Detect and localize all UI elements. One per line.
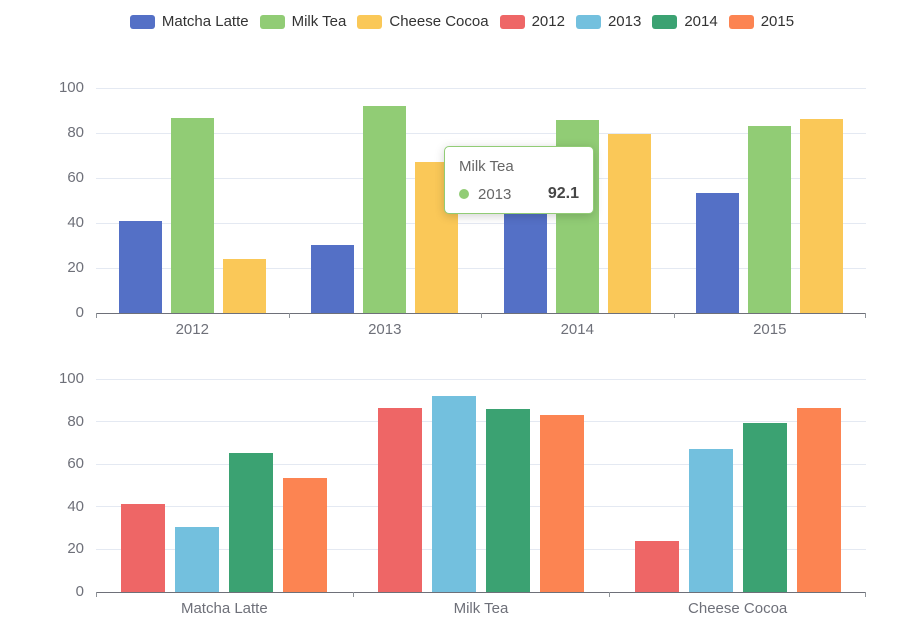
y-axis-tick-label: 60 bbox=[67, 169, 84, 186]
gridline bbox=[96, 267, 866, 269]
gridline bbox=[96, 222, 866, 224]
bar-cheese-cocoa-2012[interactable] bbox=[222, 258, 266, 313]
bar-cheese-cocoa-2015[interactable] bbox=[800, 118, 844, 313]
gridline bbox=[96, 463, 866, 465]
legend-swatch-icon bbox=[575, 15, 601, 29]
legend-label: Milk Tea bbox=[291, 13, 347, 30]
legend-label: Matcha Latte bbox=[161, 13, 249, 30]
gridline bbox=[96, 548, 866, 550]
y-axis-tick-label: 40 bbox=[67, 214, 84, 231]
tooltip-row: 2013 92.1 bbox=[459, 185, 579, 203]
bar-milk-tea-2015[interactable] bbox=[748, 126, 792, 313]
x-axis-category-label: Matcha Latte bbox=[180, 600, 268, 617]
legend-swatch-icon bbox=[652, 15, 678, 29]
x-axis-tick bbox=[288, 313, 290, 318]
x-axis-category-label: 2014 bbox=[560, 321, 594, 338]
bar-matcha-latte-2013[interactable] bbox=[311, 244, 355, 313]
legend-swatch-icon bbox=[129, 15, 155, 29]
bar-matcha-latte-2015[interactable] bbox=[696, 193, 740, 313]
legend-item-2012[interactable]: 2012 bbox=[499, 13, 565, 30]
bar-2014-matcha-latte[interactable] bbox=[229, 453, 274, 592]
x-axis-tick bbox=[96, 592, 97, 597]
gridline bbox=[96, 421, 866, 423]
bar-group-2012 bbox=[96, 88, 289, 313]
plot-area bbox=[96, 378, 866, 597]
x-axis-tick bbox=[481, 313, 482, 318]
gridline bbox=[96, 87, 866, 89]
y-axis-tick-label: 40 bbox=[67, 497, 84, 515]
legend-label: 2013 bbox=[607, 13, 642, 30]
bar-2013-matcha-latte[interactable] bbox=[175, 527, 220, 592]
legend-item-cheese-cocoa[interactable]: Cheese Cocoa bbox=[357, 13, 489, 30]
legend: Matcha Latte Milk Tea Cheese Cocoa 2012 2013… bbox=[0, 14, 924, 30]
y-axis-tick-label: 80 bbox=[67, 124, 84, 141]
x-axis-category-label: Milk Tea bbox=[453, 600, 509, 617]
tooltip-value: 92.1 bbox=[547, 185, 579, 202]
y-axis-tick-label: 20 bbox=[67, 540, 84, 558]
bar-2013-milk-tea[interactable] bbox=[432, 395, 476, 592]
bar-2013-cheese-cocoa[interactable] bbox=[688, 448, 733, 592]
legend-item-matcha-latte[interactable]: Matcha Latte bbox=[129, 13, 249, 30]
y-axis-tick-label: 60 bbox=[67, 455, 84, 473]
x-axis-category-label: Cheese Cocoa bbox=[688, 600, 788, 617]
y-axis-tick-label: 0 bbox=[75, 304, 84, 321]
y-axis-tick-label: 0 bbox=[75, 583, 84, 600]
y-axis-tick-label: 100 bbox=[58, 370, 84, 387]
bar-2015-matcha-latte[interactable] bbox=[283, 478, 328, 592]
legend-item-2014[interactable]: 2014 bbox=[652, 13, 718, 30]
gridline bbox=[96, 378, 866, 380]
legend-item-milk-tea[interactable]: Milk Tea bbox=[259, 13, 347, 30]
bar-milk-tea-2012[interactable] bbox=[170, 118, 214, 313]
x-axis-category-label: 2012 bbox=[175, 321, 209, 338]
x-axis-tick bbox=[673, 313, 675, 318]
bar-matcha-latte-2012[interactable] bbox=[118, 220, 162, 313]
x-axis-tick bbox=[96, 313, 97, 318]
legend-swatch-icon bbox=[728, 15, 754, 29]
legend-item-2013[interactable]: 2013 bbox=[575, 13, 642, 30]
x-axis-tick bbox=[609, 592, 611, 597]
legend-label: 2012 bbox=[531, 13, 565, 30]
tooltip-title: Milk Tea bbox=[459, 158, 514, 175]
tooltip: Milk Tea 2013 92.1 bbox=[444, 146, 594, 214]
x-axis-tick bbox=[865, 313, 866, 318]
bar-group-cheese-cocoa bbox=[609, 379, 866, 592]
legend-item-2015[interactable]: 2015 bbox=[728, 13, 795, 30]
bar-group-matcha-latte bbox=[96, 379, 353, 592]
legend-swatch-icon bbox=[499, 15, 525, 29]
bar-group-milk-tea bbox=[353, 379, 610, 592]
bar-2012-cheese-cocoa[interactable] bbox=[634, 540, 679, 592]
bar-group-2013 bbox=[289, 88, 482, 313]
bar-cheese-cocoa-2014[interactable] bbox=[607, 134, 651, 313]
gridline bbox=[96, 506, 866, 508]
legend-swatch-icon bbox=[357, 15, 383, 29]
bar-2014-cheese-cocoa[interactable] bbox=[742, 422, 787, 592]
bars-layer bbox=[96, 379, 866, 592]
bar-2012-matcha-latte[interactable] bbox=[121, 504, 166, 592]
gridline bbox=[96, 132, 866, 134]
y-axis-tick-label: 20 bbox=[67, 259, 84, 276]
bar-2014-milk-tea[interactable] bbox=[486, 409, 530, 592]
x-axis-category-label: 2013 bbox=[368, 321, 402, 338]
y-axis-tick-label: 100 bbox=[58, 79, 84, 96]
tooltip-series-dot bbox=[459, 189, 469, 199]
bar-group-2015 bbox=[674, 88, 867, 313]
y-axis-tick-label: 80 bbox=[67, 412, 84, 430]
bar-2015-milk-tea[interactable] bbox=[540, 415, 584, 592]
bar-2015-cheese-cocoa[interactable] bbox=[796, 407, 841, 592]
x-axis-category-label: 2015 bbox=[753, 321, 787, 338]
x-axis-tick bbox=[352, 592, 354, 597]
x-axis-tick bbox=[865, 592, 866, 597]
bar-milk-tea-2013[interactable] bbox=[363, 105, 407, 313]
bar-2012-milk-tea[interactable] bbox=[378, 407, 422, 592]
legend-label: 2015 bbox=[760, 13, 795, 30]
legend-swatch-icon bbox=[259, 15, 285, 29]
tooltip-series-label: 2013 bbox=[478, 185, 512, 203]
legend-label: 2014 bbox=[684, 13, 718, 30]
legend-label: Cheese Cocoa bbox=[389, 13, 489, 30]
